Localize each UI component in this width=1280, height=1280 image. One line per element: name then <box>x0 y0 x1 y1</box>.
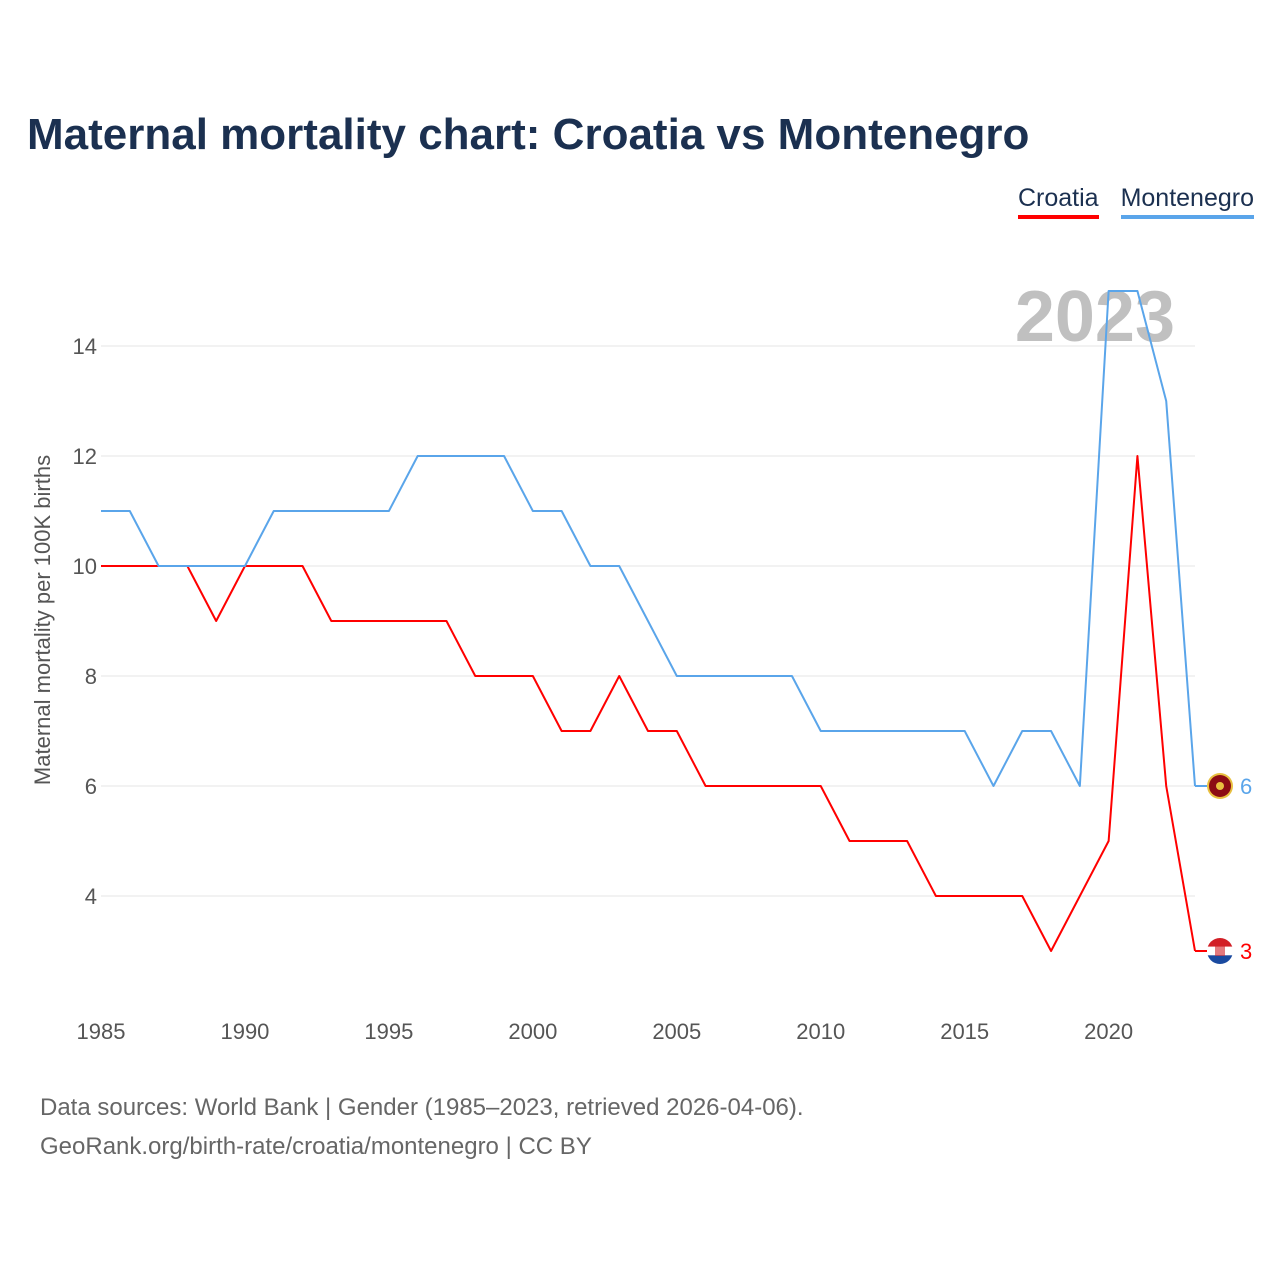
y-tick-label: 6 <box>85 774 97 799</box>
x-tick-label: 2000 <box>508 1019 557 1044</box>
end-value-label: 6 <box>1240 774 1252 799</box>
flag-icon-croatia <box>1207 938 1233 964</box>
series-line-montenegro <box>101 290 1196 787</box>
x-tick-label: 2005 <box>652 1019 701 1044</box>
y-axis-label: Maternal mortality per 100K births <box>30 455 55 785</box>
year-watermark: 2023 <box>1015 277 1175 357</box>
footer: Data sources: World Bank | Gender (1985–… <box>40 1088 804 1166</box>
y-tick-label: 14 <box>73 334 97 359</box>
x-tick-label: 1985 <box>77 1019 126 1044</box>
y-tick-label: 4 <box>85 884 97 909</box>
source-link[interactable]: GeoRank.org/birth-rate/croatia/montenegr… <box>40 1133 592 1160</box>
legend: Croatia Montenegro <box>1017 184 1254 219</box>
x-tick-label: 2020 <box>1084 1019 1133 1044</box>
x-tick-label: 2015 <box>940 1019 989 1044</box>
flag-icon-montenegro <box>1207 773 1233 799</box>
y-tick-label: 8 <box>85 664 97 689</box>
legend-croatia[interactable]: Croatia <box>1017 184 1099 219</box>
chart-title: Maternal mortality chart: Croatia vs Mon… <box>27 110 1030 159</box>
x-tick-label: 1995 <box>364 1019 413 1044</box>
legend-montenegro[interactable]: Montenegro <box>1120 184 1254 219</box>
y-tick-label: 10 <box>73 554 97 579</box>
y-tick-label: 12 <box>73 444 97 469</box>
x-tick-label: 2010 <box>796 1019 845 1044</box>
source-text: Data sources: World Bank | Gender (1985–… <box>40 1094 804 1121</box>
end-value-label: 3 <box>1240 939 1252 964</box>
x-tick-label: 1990 <box>220 1019 269 1044</box>
series-line-croatia <box>101 455 1196 952</box>
